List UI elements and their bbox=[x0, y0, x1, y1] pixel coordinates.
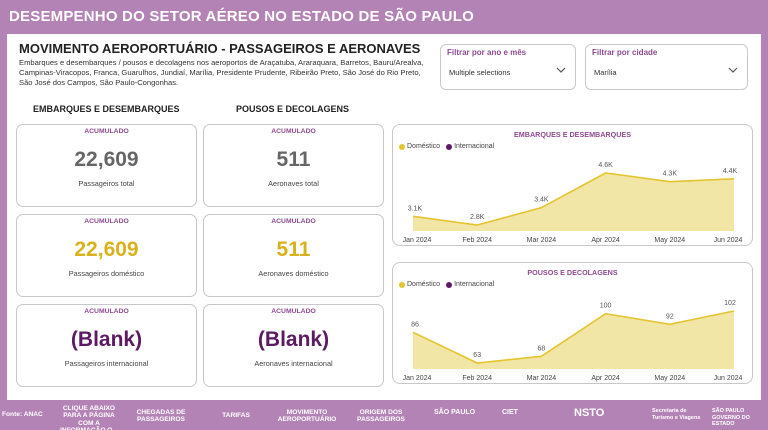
chevron-down-icon[interactable] bbox=[556, 66, 566, 74]
embarques-heading: EMBARQUES E DESEMBARQUES bbox=[33, 104, 180, 114]
period-filter[interactable]: Filtrar por ano e mês Multiple selection… bbox=[440, 44, 576, 90]
pousos-heading: POUSOS E DECOLAGENS bbox=[236, 104, 350, 114]
card-label: ACUMULADO bbox=[84, 218, 129, 225]
x-tick-label: Apr 2024 bbox=[591, 375, 620, 382]
period-filter-label: Filtrar por ano e mês bbox=[447, 48, 527, 57]
x-tick-label: May 2024 bbox=[654, 375, 685, 382]
logo-sao-paulo: SÃO PAULO bbox=[434, 409, 476, 416]
card-value: (Blank) bbox=[70, 328, 143, 351]
footer-bar: Fonte: ANAC CLIQUE ABAIXO PARA A PÁGINA … bbox=[0, 400, 768, 430]
chart-legend: Doméstico Internacional bbox=[399, 143, 494, 150]
card-value: 22,609 bbox=[74, 238, 139, 261]
card-passageiros-domestico: ACUMULADO 22,609 Passageiros doméstico bbox=[16, 214, 197, 297]
legend-label: Internacional bbox=[454, 281, 495, 288]
chart-plot: 3.1K Jan 2024 2.8K Feb 2024 3.4K Mar 2024 4.6K… bbox=[403, 162, 743, 244]
card-label: ACUMULADO bbox=[84, 308, 129, 315]
legend-dot-icon bbox=[399, 281, 405, 288]
card-label: ACUMULADO bbox=[271, 308, 316, 315]
nav-button-tarifas[interactable]: TARIFAS bbox=[222, 412, 250, 419]
legend-item-domestico[interactable]: Doméstico bbox=[399, 143, 440, 150]
logo-secretaria-turismo: Secretaria de Turismo e Viagens bbox=[652, 408, 701, 421]
card-passageiros-internacional: ACUMULADO (Blank) Passageiros internacio… bbox=[16, 304, 197, 387]
legend-item-internacional[interactable]: Internacional bbox=[446, 143, 494, 150]
x-tick-label: Mar 2024 bbox=[527, 375, 557, 382]
legend-item-internacional[interactable]: Internacional bbox=[446, 281, 494, 288]
x-tick-label: Feb 2024 bbox=[462, 375, 492, 382]
card-value: 511 bbox=[276, 238, 311, 261]
data-label: 68 bbox=[538, 345, 546, 352]
data-label: 4.4K bbox=[723, 168, 738, 175]
data-label: 102 bbox=[724, 300, 736, 307]
legend-label: Doméstico bbox=[407, 281, 441, 288]
section-title: MOVIMENTO AEROPORTUÁRIO - PASSAGEIROS E … bbox=[19, 41, 421, 56]
x-tick-label: Jan 2024 bbox=[403, 237, 432, 244]
section-description: Embarques e desembarques / pousos e deco… bbox=[19, 58, 424, 88]
legend-label: Internacional bbox=[454, 143, 495, 150]
legend-dot-icon bbox=[446, 143, 453, 150]
card-caption: Aeronaves doméstico bbox=[258, 269, 329, 278]
x-tick-label: Mar 2024 bbox=[527, 237, 557, 244]
card-aeronaves-total: ACUMULADO 511 Aeronaves total bbox=[203, 124, 384, 207]
legend-dot-icon bbox=[399, 143, 405, 150]
chart-embarques: EMBARQUES E DESEMBARQUES Doméstico Inter… bbox=[392, 124, 753, 246]
card-caption: Passageiros internacional bbox=[64, 359, 149, 368]
x-tick-label: Feb 2024 bbox=[462, 237, 492, 244]
data-label: 63 bbox=[473, 352, 481, 359]
card-label: ACUMULADO bbox=[271, 218, 316, 225]
nav-button-origem[interactable]: ORIGEM DOS PASSAGEIROS bbox=[357, 409, 405, 424]
page-title: DESEMPENHO DO SETOR AÉREO NO ESTADO DE S… bbox=[9, 8, 474, 25]
card-passageiros-total: ACUMULADO 22,609 Passageiros total bbox=[16, 124, 197, 207]
main-panel: MOVIMENTO AEROPORTUÁRIO - PASSAGEIROS E … bbox=[7, 34, 761, 400]
x-tick-label: May 2024 bbox=[654, 237, 685, 244]
card-caption: Passageiros doméstico bbox=[68, 269, 145, 278]
chevron-down-icon[interactable] bbox=[728, 66, 738, 74]
card-value: (Blank) bbox=[257, 328, 330, 351]
chart-title: EMBARQUES E DESEMBARQUES bbox=[513, 130, 631, 139]
data-label: 2.8K bbox=[470, 214, 485, 221]
data-label: 4.6K bbox=[598, 162, 613, 169]
data-label: 3.4K bbox=[534, 197, 549, 204]
city-filter-label: Filtrar por cidade bbox=[592, 48, 658, 57]
area-fill bbox=[413, 311, 734, 369]
chart-plot: 86 Jan 2024 63 Feb 2024 68 Mar 2024 100 Apr 202… bbox=[403, 300, 743, 382]
nav-button-movimento[interactable]: MOVIMENTO AEROPORTUÁRIO bbox=[277, 409, 337, 424]
card-aeronaves-internacional: ACUMULADO (Blank) Aeronaves internaciona… bbox=[203, 304, 384, 387]
x-tick-label: Jun 2024 bbox=[714, 375, 743, 382]
city-filter-value[interactable]: Marília bbox=[594, 68, 617, 77]
data-label: 3.1K bbox=[408, 205, 423, 212]
x-tick-label: Apr 2024 bbox=[591, 237, 620, 244]
period-filter-value[interactable]: Multiple selections bbox=[449, 68, 511, 77]
series-line-domestico bbox=[412, 310, 735, 364]
logo-governo-sp: SÃO PAULO GOVERNO DO ESTADO bbox=[712, 408, 750, 427]
legend-label: Doméstico bbox=[407, 143, 441, 150]
x-tick-label: Jan 2024 bbox=[403, 375, 432, 382]
data-label: 92 bbox=[666, 313, 674, 320]
series-line-domestico bbox=[412, 172, 735, 226]
logo-ciet: CIET bbox=[502, 409, 518, 416]
header-bar: DESEMPENHO DO SETOR AÉREO NO ESTADO DE S… bbox=[0, 0, 768, 34]
legend-item-domestico[interactable]: Doméstico bbox=[399, 281, 440, 288]
card-label: ACUMULADO bbox=[271, 128, 316, 135]
card-caption: Passageiros total bbox=[78, 179, 135, 188]
footer-nav-hint: CLIQUE ABAIXO PARA A PÁGINA COM A INFORM… bbox=[60, 405, 118, 430]
footer-source: Fonte: ANAC bbox=[2, 411, 43, 418]
area-fill bbox=[413, 173, 734, 231]
data-label: 86 bbox=[411, 321, 419, 328]
chart-pousos: POUSOS E DECOLAGENS Doméstico Internacio… bbox=[392, 262, 753, 384]
card-value: 511 bbox=[276, 148, 311, 171]
card-aeronaves-domestico: ACUMULADO 511 Aeronaves doméstico bbox=[203, 214, 384, 297]
card-caption: Aeronaves total bbox=[268, 179, 319, 188]
card-label: ACUMULADO bbox=[84, 128, 129, 135]
logo-nsto: NSTO bbox=[574, 407, 605, 419]
card-value: 22,609 bbox=[74, 148, 139, 171]
card-caption: Aeronaves internacional bbox=[254, 359, 333, 368]
data-label: 4.3K bbox=[663, 171, 678, 178]
data-label: 100 bbox=[600, 303, 612, 310]
city-filter[interactable]: Filtrar por cidade Marília bbox=[585, 44, 748, 90]
x-tick-label: Jun 2024 bbox=[714, 237, 743, 244]
nav-button-chegadas[interactable]: CHEGADAS DE PASSAGEIROS bbox=[136, 409, 186, 424]
chart-title: POUSOS E DECOLAGENS bbox=[527, 268, 618, 277]
chart-legend: Doméstico Internacional bbox=[399, 281, 494, 288]
legend-dot-icon bbox=[446, 281, 453, 288]
